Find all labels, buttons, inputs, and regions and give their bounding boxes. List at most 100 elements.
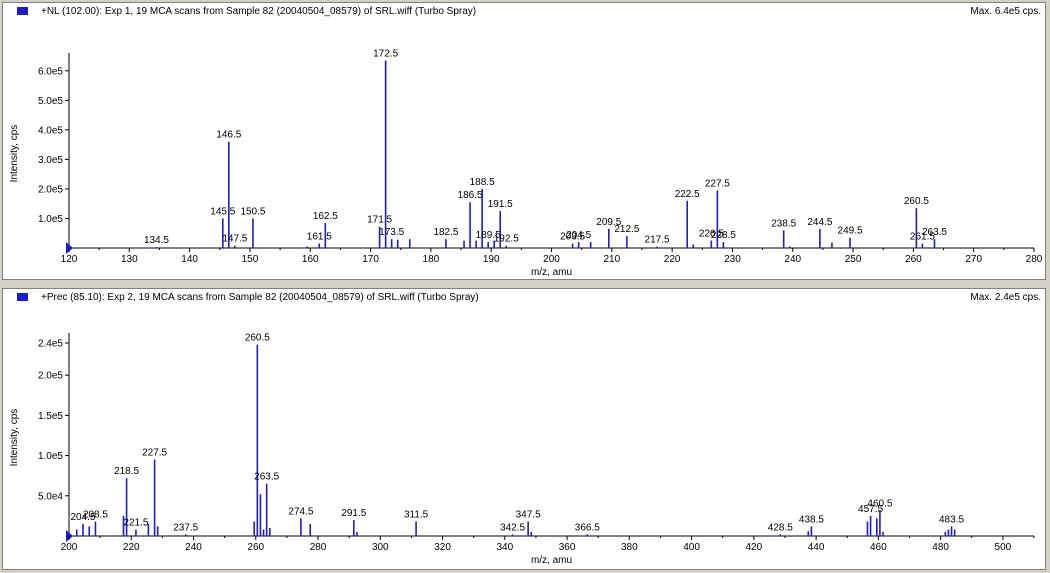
- peak-label: 274.5: [288, 506, 313, 517]
- peak-label: 260.5: [904, 196, 929, 207]
- panel-color-marker[interactable]: [17, 7, 28, 15]
- x-tick-label: 270: [965, 254, 982, 265]
- peak-label: 261.5: [910, 232, 935, 243]
- x-tick-label: 320: [434, 542, 451, 553]
- x-tick-label: 210: [603, 254, 620, 265]
- x-tick-label: 130: [121, 254, 138, 265]
- x-tick-label: 150: [242, 254, 259, 265]
- x-axis-label: m/z, amu: [531, 267, 572, 278]
- spectrum-chart-2[interactable]: 200 220 240 260 280 300 320 340 360 380 400 420 440 4…: [3, 289, 1045, 569]
- y-tick-label: 5.0e4: [38, 491, 63, 502]
- peak-label: 204.5: [566, 230, 591, 241]
- peak-label: 186.5: [458, 190, 483, 201]
- peak-label: 162.5: [313, 211, 338, 222]
- y-tick-label: 1.0e5: [38, 214, 63, 225]
- y-tick-label: 2.4e5: [38, 339, 63, 350]
- peak-label: 172.5: [373, 48, 398, 59]
- x-tick-label: 440: [808, 542, 825, 553]
- peak-label: 291.5: [341, 508, 366, 519]
- peak-label: 150.5: [240, 206, 265, 217]
- y-axis-label: Intensity, cps: [9, 409, 20, 467]
- x-tick-label: 240: [185, 542, 202, 553]
- peak-label: 260.5: [245, 333, 270, 344]
- peak-label: 221.5: [123, 518, 148, 529]
- panel-color-marker[interactable]: [17, 293, 28, 301]
- x-tick-label: 220: [664, 254, 681, 265]
- peak-label: 227.5: [142, 448, 167, 459]
- peak-label: 227.5: [705, 178, 730, 189]
- peak-label: 145.5: [210, 206, 235, 217]
- peak-label: 189.5: [476, 230, 501, 241]
- peak-label: 191.5: [488, 199, 513, 210]
- peak-label: 347.5: [516, 510, 541, 521]
- x-tick-label: 180: [423, 254, 440, 265]
- peak-label: 457.5: [858, 504, 883, 515]
- peak-label: 188.5: [470, 177, 495, 188]
- x-tick-label: 200: [543, 254, 560, 265]
- max-intensity-label: Max. 2.4e5 cps.: [970, 292, 1041, 303]
- panel-title: +Prec (85.10): Exp 2, 19 MCA scans from …: [41, 292, 479, 303]
- peak-label: 428.5: [768, 522, 793, 533]
- x-tick-label: 200: [61, 542, 78, 553]
- peak-label: 483.5: [939, 514, 964, 525]
- peak-label: 263.5: [254, 472, 279, 483]
- peak-label: 249.5: [838, 226, 863, 237]
- peak-label: 311.5: [404, 510, 429, 521]
- x-tick-label: 500: [995, 542, 1012, 553]
- y-tick-label: 1.5e5: [38, 411, 63, 422]
- y-tick-label: 5.0e5: [38, 96, 63, 107]
- peak-label: 226.5: [699, 229, 724, 240]
- peak-label: 192.5: [494, 234, 519, 245]
- x-tick-label: 360: [559, 542, 576, 553]
- peak-label: 212.5: [614, 224, 639, 235]
- peak-label: 171.5: [367, 215, 392, 226]
- y-tick-label: 4.0e5: [38, 125, 63, 136]
- x-tick-label: 220: [123, 542, 140, 553]
- spectrum-chart-1[interactable]: 120 130 140 150 160 170 180 190 200 210 220 230 240 2…: [3, 3, 1045, 279]
- peak-label: 460.5: [867, 498, 892, 509]
- x-tick-label: 140: [181, 254, 198, 265]
- x-tick-label: 280: [310, 542, 327, 553]
- peak-label: 438.5: [799, 514, 824, 525]
- peak-label: 173.5: [379, 227, 404, 238]
- peak-label: 134.5: [144, 235, 169, 246]
- y-tick-label: 2.0e5: [38, 184, 63, 195]
- peak-label: 222.5: [675, 189, 700, 200]
- x-tick-label: 260: [905, 254, 922, 265]
- panel-header: +NL (102.00): Exp 1, 19 MCA scans from S…: [3, 3, 1045, 20]
- peak-label: 146.5: [216, 130, 241, 141]
- x-tick-label: 190: [483, 254, 500, 265]
- peak-label: 209.5: [596, 217, 621, 228]
- x-tick-label: 160: [302, 254, 319, 265]
- peak-label: 366.5: [575, 522, 600, 533]
- x-tick-label: 280: [1026, 254, 1043, 265]
- y-tick-label: 1.0e5: [38, 451, 63, 462]
- panel-header: +Prec (85.10): Exp 2, 19 MCA scans from …: [3, 289, 1045, 306]
- x-tick-label: 420: [745, 542, 762, 553]
- spectrum-panel-1: +NL (102.00): Exp 1, 19 MCA scans from S…: [2, 2, 1046, 280]
- x-tick-label: 260: [247, 542, 264, 553]
- peak-label: 161.5: [307, 232, 332, 243]
- peak-label: 244.5: [807, 217, 832, 228]
- peak-label: 218.5: [114, 466, 139, 477]
- peak-label: 203.5: [560, 232, 585, 243]
- x-tick-label: 230: [724, 254, 741, 265]
- peak-label: 237.5: [173, 522, 198, 533]
- peak-label: 263.5: [922, 227, 947, 238]
- y-axis-label: Intensity, cps: [9, 125, 20, 183]
- x-axis-label: m/z, amu: [531, 555, 572, 566]
- peak-label: 217.5: [645, 235, 670, 246]
- spectrum-panel-2: +Prec (85.10): Exp 2, 19 MCA scans from …: [2, 288, 1046, 570]
- x-tick-label: 380: [621, 542, 638, 553]
- x-tick-label: 340: [496, 542, 513, 553]
- x-tick-label: 120: [61, 254, 78, 265]
- peak-label: 204.5: [70, 512, 95, 523]
- max-intensity-label: Max. 6.4e5 cps.: [970, 6, 1041, 17]
- x-tick-label: 250: [845, 254, 862, 265]
- peak-label: 182.5: [433, 227, 458, 238]
- y-tick-label: 3.0e5: [38, 155, 63, 166]
- y-tick-label: 2.0e5: [38, 371, 63, 382]
- peak-label: 228.5: [711, 230, 736, 241]
- panel-title: +NL (102.00): Exp 1, 19 MCA scans from S…: [41, 6, 477, 17]
- x-tick-label: 240: [784, 254, 801, 265]
